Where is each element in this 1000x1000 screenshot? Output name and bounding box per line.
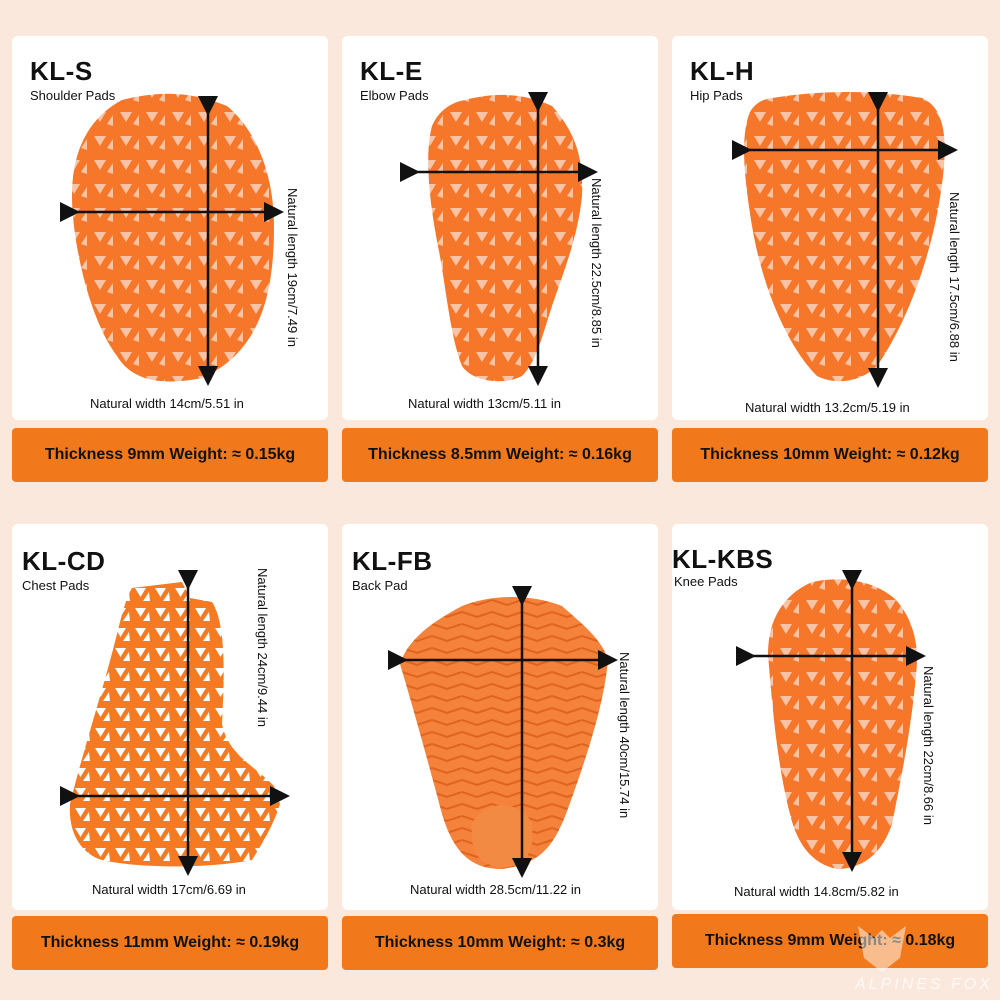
hip-pad-image bbox=[732, 92, 958, 388]
width-label: Natural width 28.5cm/11.22 in bbox=[410, 882, 582, 897]
length-label: Natural length 24cm/9.44 in bbox=[255, 568, 270, 727]
product-code: KL-FB bbox=[352, 546, 433, 576]
length-label: Natural length 40cm/15.74 in bbox=[617, 652, 632, 819]
specs-bar-kl-e: Thickness 8.5mm Weight: ≈ 0.16kg bbox=[342, 428, 658, 482]
width-label: Natural width 17cm/6.69 in bbox=[92, 882, 246, 897]
specs-bar-kl-h: Thickness 10mm Weight: ≈ 0.12kg bbox=[672, 428, 988, 482]
width-label: Natural width 13cm/5.11 in bbox=[408, 396, 561, 411]
chest-pad-image bbox=[60, 570, 290, 876]
elbow-pad-image bbox=[400, 92, 598, 386]
product-name: Elbow Pads bbox=[360, 88, 429, 103]
width-label: Natural width 14.8cm/5.82 in bbox=[734, 884, 899, 899]
specs-bar-kl-cd: Thickness 11mm Weight: ≈ 0.19kg bbox=[12, 916, 328, 970]
product-code: KL-KBS bbox=[672, 544, 774, 574]
brand-name: ALPINES FOX bbox=[855, 976, 993, 993]
product-name: Shoulder Pads bbox=[30, 88, 116, 103]
width-label: Natural width 13.2cm/5.19 in bbox=[745, 400, 910, 415]
shoulder-pad-image bbox=[60, 93, 284, 386]
back-pad-image bbox=[388, 586, 618, 878]
knee-pad-image bbox=[736, 570, 926, 872]
product-name: Knee Pads bbox=[674, 574, 738, 589]
length-label: Natural length 19cm/7.49 in bbox=[285, 188, 300, 347]
product-name: Chest Pads bbox=[22, 578, 90, 593]
product-card-kl-e: KL-E Elbow Pads Natural length 22.5cm/8.… bbox=[342, 36, 658, 420]
product-code: KL-E bbox=[360, 56, 423, 86]
product-code: KL-S bbox=[30, 56, 93, 86]
product-card-kl-kbs: KL-KBS Knee Pads Natural length 22cm/8.6… bbox=[672, 524, 988, 910]
product-name: Back Pad bbox=[352, 578, 408, 593]
specs-bar-kl-fb: Thickness 10mm Weight: ≈ 0.3kg bbox=[342, 916, 658, 970]
product-card-kl-fb: KL-FB Back Pad Natural length 40cm/15.74… bbox=[342, 524, 658, 910]
fox-logo-icon bbox=[858, 926, 906, 972]
product-code: KL-CD bbox=[22, 546, 106, 576]
product-card-kl-s: KL-S Shoulder Pads Natural length 19cm/7… bbox=[12, 36, 328, 420]
specs-bar-kl-s: Thickness 9mm Weight: ≈ 0.15kg bbox=[12, 428, 328, 482]
length-label: Natural length 17.5cm/6.88 in bbox=[947, 192, 962, 362]
specs-bar-kl-kbs: Thickness 9mm Weight: ≈ 0.18kg bbox=[672, 914, 988, 968]
product-card-kl-h: KL-H Hip Pads Natural length 17.5cm/6.88… bbox=[672, 36, 988, 420]
length-label: Natural length 22cm/8.66 in bbox=[921, 666, 936, 825]
product-code: KL-H bbox=[690, 56, 755, 86]
width-label: Natural width 14cm/5.51 in bbox=[90, 396, 244, 411]
product-name: Hip Pads bbox=[690, 88, 743, 103]
product-card-kl-cd: KL-CD Chest Pads Natural length 24cm/9.4… bbox=[12, 524, 328, 910]
length-label: Natural length 22.5cm/8.85 in bbox=[589, 178, 604, 348]
